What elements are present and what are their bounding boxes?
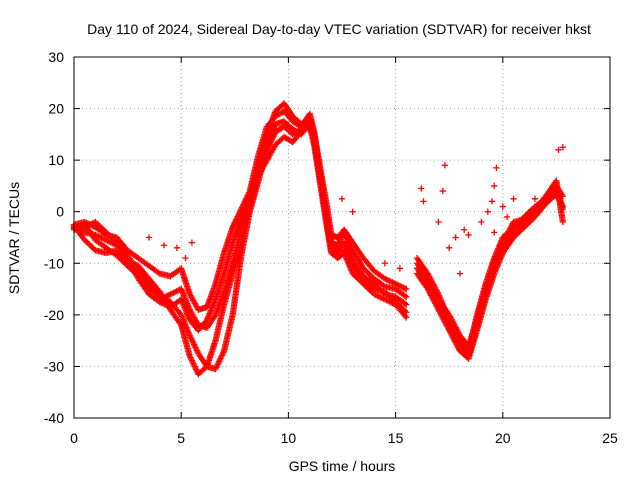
y-tick-label: -20	[44, 307, 64, 323]
plot-frame	[73, 56, 611, 419]
y-tick-label: 30	[48, 49, 64, 65]
data-marks	[70, 100, 566, 378]
y-tick-label: -40	[44, 410, 64, 426]
x-tick-label: 10	[281, 430, 297, 446]
series-track-9	[413, 190, 566, 362]
x-tick-label: 20	[495, 430, 511, 446]
series-fragments	[113, 144, 566, 277]
y-tick-label: -10	[44, 255, 64, 271]
chart-title: Day 110 of 2024, Sidereal Day-to-day VTE…	[87, 21, 591, 37]
y-tick-label: -30	[44, 358, 64, 374]
x-tick-label: 0	[70, 430, 78, 446]
series-track-5	[70, 118, 410, 334]
x-tick-label: 25	[602, 430, 618, 446]
x-tick-label: 5	[177, 430, 185, 446]
x-axis-label: GPS time / hours	[289, 458, 396, 474]
x-tick-label: 15	[388, 430, 404, 446]
y-tick-label: 20	[48, 101, 64, 117]
series-track-8	[413, 177, 566, 349]
y-tick-label: 0	[56, 204, 64, 220]
y-axis-label: SDTVAR / TECUs	[6, 182, 22, 294]
y-tick-label: 10	[48, 152, 64, 168]
